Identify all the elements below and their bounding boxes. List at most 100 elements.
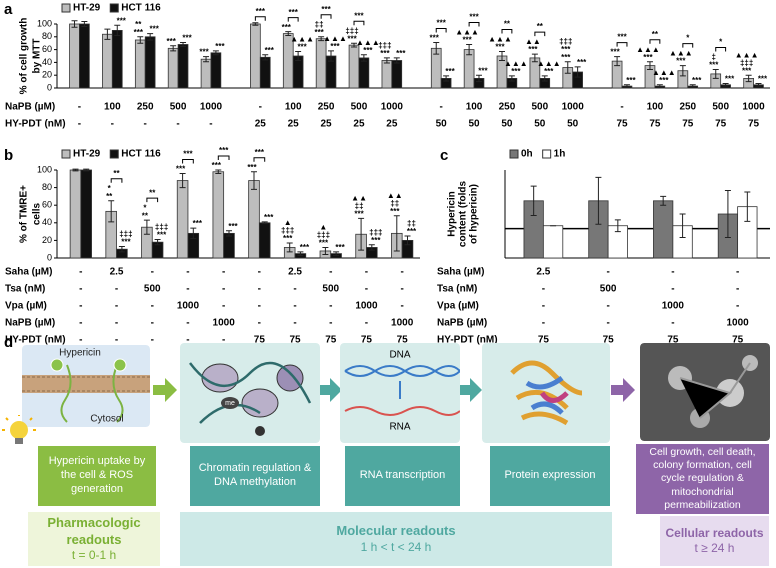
error-bar bbox=[508, 75, 515, 82]
significance-label: ‡‡ bbox=[355, 202, 364, 211]
x-tick-label: - bbox=[79, 301, 82, 312]
bracket bbox=[649, 39, 661, 44]
significance-label: ▲▲▲ bbox=[735, 50, 759, 59]
y-tick-label: 40 bbox=[42, 57, 52, 67]
bracket bbox=[253, 157, 266, 162]
x-tick-label: - bbox=[258, 301, 261, 312]
error-bar bbox=[262, 54, 269, 61]
error-bar bbox=[712, 68, 719, 79]
y-axis-label: by MTT bbox=[32, 39, 43, 74]
label: me bbox=[225, 400, 235, 407]
significance-label: ‡‡‡ bbox=[155, 223, 168, 232]
bar bbox=[463, 49, 475, 89]
error-bar bbox=[108, 200, 115, 223]
significance-label: ‡‡‡ bbox=[369, 228, 382, 237]
significance-label: ‡‡ bbox=[390, 199, 399, 208]
bracket bbox=[287, 17, 299, 22]
x-tick-label: - bbox=[606, 318, 609, 329]
x-tick-label: - bbox=[329, 301, 332, 312]
readout: Pharmacologic readouts t = 0-1 h bbox=[28, 512, 160, 566]
legend-swatch bbox=[109, 149, 119, 159]
significance-label: *** bbox=[182, 34, 192, 43]
significance-label: *** bbox=[709, 61, 719, 70]
significance-label: *** bbox=[134, 28, 144, 37]
error-bar bbox=[531, 53, 538, 63]
significance-label: ▲ bbox=[319, 223, 327, 232]
significance-label: ‡‡‡ bbox=[740, 58, 753, 67]
error-bar bbox=[744, 191, 751, 222]
x-tick-label: 75 bbox=[603, 335, 615, 345]
significance-label: *** bbox=[335, 243, 345, 252]
bar bbox=[212, 171, 225, 259]
legend-label: 0h bbox=[521, 149, 533, 160]
bracket-label: *** bbox=[617, 33, 627, 42]
y-tick-label: 60 bbox=[42, 200, 52, 210]
error-bar bbox=[143, 219, 150, 235]
x-tick-label: 75 bbox=[616, 119, 628, 130]
x-tick-label: 250 bbox=[318, 102, 335, 113]
significance-label: ▲▲▲ bbox=[488, 35, 512, 44]
error-bar bbox=[595, 176, 602, 225]
x-tick-label: - bbox=[79, 284, 82, 295]
error-bar bbox=[360, 54, 367, 62]
significance-label: *** bbox=[157, 231, 167, 240]
significance-label: ▲▲▲ bbox=[455, 28, 479, 37]
significance-label: *** bbox=[676, 57, 686, 66]
bar bbox=[315, 38, 327, 89]
bracket bbox=[616, 42, 628, 47]
significance-label: ** bbox=[142, 211, 149, 220]
x-tick-label: - bbox=[222, 267, 225, 278]
bar bbox=[391, 60, 403, 89]
significance-label: ▲▲▲ bbox=[504, 59, 528, 68]
x-tick-label: 75 bbox=[682, 119, 694, 130]
bracket-label: *** bbox=[255, 148, 265, 157]
legend-swatch bbox=[61, 149, 71, 159]
x-tick-label: 75 bbox=[361, 335, 373, 345]
significance-label: *** bbox=[149, 25, 159, 34]
significance-label: * bbox=[108, 184, 112, 193]
row-name: NaPB (µM) bbox=[5, 318, 55, 329]
error-bar bbox=[541, 75, 548, 82]
significance-label: ‡‡‡ bbox=[559, 37, 572, 46]
error-bar bbox=[443, 75, 450, 82]
x-tick-label: 500 bbox=[170, 102, 187, 113]
x-tick-label: - bbox=[115, 301, 118, 312]
bar bbox=[69, 23, 80, 89]
legend-label: HCT 116 bbox=[121, 149, 161, 160]
error-bar bbox=[564, 61, 571, 74]
bracket-label: *** bbox=[354, 11, 364, 20]
x-tick-label: - bbox=[78, 102, 81, 113]
significance-label: *** bbox=[659, 76, 669, 85]
significance-label: ▲▲ bbox=[387, 191, 403, 200]
error-bar bbox=[498, 51, 505, 61]
label: RNA bbox=[389, 422, 410, 433]
significance-label: *** bbox=[121, 238, 131, 247]
error-bar bbox=[226, 230, 233, 237]
error-bar bbox=[104, 28, 111, 40]
x-tick-label: - bbox=[222, 284, 225, 295]
significance-label: *** bbox=[462, 36, 472, 45]
x-tick-label: 50 bbox=[468, 119, 480, 130]
significance-label: *** bbox=[643, 53, 653, 62]
significance-label: *** bbox=[371, 236, 381, 245]
x-tick-label: 2.5 bbox=[110, 267, 124, 278]
bracket-label: * bbox=[686, 34, 690, 43]
significance-label: *** bbox=[228, 222, 238, 231]
legend-swatch bbox=[109, 3, 119, 13]
x-tick-label: - bbox=[329, 267, 332, 278]
x-tick-label: 75 bbox=[649, 119, 661, 130]
legend-label: HT-29 bbox=[73, 149, 101, 160]
readout: Cellular readouts t ≥ 24 h bbox=[660, 516, 769, 566]
x-tick-label: 1000 bbox=[355, 301, 378, 312]
error-bar bbox=[179, 173, 186, 189]
error-bar bbox=[297, 251, 304, 256]
error-bar bbox=[383, 57, 390, 64]
x-tick-label: 75 bbox=[715, 119, 727, 130]
panel-letter: d bbox=[4, 334, 14, 351]
protein-illustration bbox=[482, 343, 610, 443]
significance-label: ‡‡‡ bbox=[378, 41, 391, 50]
bracket-label: ** bbox=[149, 188, 156, 197]
error-bar bbox=[530, 185, 537, 216]
row-name: Vpa (µM) bbox=[5, 301, 47, 312]
x-tick-label: 1000 bbox=[727, 318, 750, 329]
